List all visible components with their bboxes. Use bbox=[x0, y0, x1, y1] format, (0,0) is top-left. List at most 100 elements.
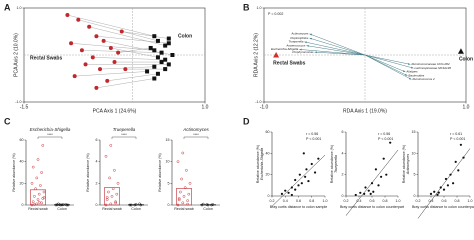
point bbox=[188, 182, 192, 185]
point bbox=[65, 13, 70, 18]
y-tick-label: 4 bbox=[96, 160, 98, 164]
annotation: Colon bbox=[178, 33, 192, 39]
y-tick-label: -1.0 bbox=[255, 100, 261, 104]
x-tick-label: 1.0 bbox=[202, 104, 209, 110]
point bbox=[354, 193, 357, 197]
x-tick-label: 1.0 bbox=[468, 199, 473, 203]
arrow-head bbox=[309, 33, 312, 36]
point bbox=[129, 203, 133, 207]
trend-line bbox=[417, 148, 471, 219]
loading-arrow bbox=[309, 33, 366, 56]
point bbox=[109, 202, 113, 206]
point bbox=[433, 190, 436, 193]
point bbox=[33, 203, 36, 206]
loading-label: Ruminococcaceae UCG-002 bbox=[411, 62, 450, 66]
point bbox=[134, 203, 138, 206]
point bbox=[114, 200, 117, 204]
loading-label: Peptoniphilus bbox=[290, 36, 309, 40]
point bbox=[442, 188, 446, 191]
y-tick-label: 40 bbox=[20, 160, 24, 164]
x-axis-label: RDA Axis 1 (19.0%) bbox=[343, 108, 387, 114]
point bbox=[363, 192, 366, 195]
group-label: Colon bbox=[459, 57, 473, 63]
point bbox=[112, 60, 117, 65]
x-tick-label: Colon bbox=[203, 207, 212, 211]
loading-label: Escherichia-Shigella bbox=[271, 47, 299, 51]
x-axis-label: Bray curtis distance to colon sample bbox=[270, 205, 328, 209]
pair-line bbox=[110, 47, 158, 58]
y-axis-label: RDA Axis 2 (12.2%) bbox=[253, 33, 259, 77]
annotation: r = 0.56 bbox=[306, 132, 318, 136]
loading-label: Lachnospiraceae NK4A136 bbox=[414, 66, 451, 70]
point bbox=[211, 203, 215, 206]
point bbox=[186, 202, 189, 206]
point bbox=[36, 198, 40, 201]
panel-label: B bbox=[243, 2, 250, 12]
loading-arrow bbox=[299, 49, 366, 56]
x-tick-label: 0.2 bbox=[344, 199, 349, 203]
point bbox=[104, 203, 108, 207]
point bbox=[170, 53, 175, 57]
y-axis-label: Relative abundance (%) bbox=[12, 153, 16, 191]
loading-arrow bbox=[364, 54, 414, 69]
point bbox=[300, 182, 303, 185]
annotation: P < 0.001 bbox=[306, 137, 321, 141]
point bbox=[444, 177, 448, 181]
y-tick-label: 10 bbox=[412, 151, 416, 155]
x-tick-label: Colon bbox=[131, 207, 140, 211]
point bbox=[385, 173, 388, 176]
point bbox=[94, 85, 99, 90]
point bbox=[128, 203, 132, 207]
y-axis-label: Relative abundance (%) bbox=[86, 153, 90, 191]
y-tick-label: 0 bbox=[342, 194, 344, 198]
loading-arrow bbox=[364, 54, 412, 80]
arrow-head bbox=[304, 41, 307, 44]
panel-label: D bbox=[243, 116, 250, 126]
point bbox=[163, 43, 168, 48]
y-tick-label: 5 bbox=[168, 181, 170, 185]
point bbox=[83, 62, 88, 67]
point bbox=[284, 189, 287, 192]
y-tick-label: -1.0 bbox=[15, 100, 21, 104]
loading-label: Trueperella bbox=[288, 40, 303, 44]
x-tick-label: 0.2 bbox=[270, 199, 275, 203]
point bbox=[429, 192, 433, 195]
point bbox=[105, 78, 110, 83]
x-tick-label: 1.0 bbox=[463, 104, 470, 110]
pair-line bbox=[78, 19, 158, 42]
point bbox=[304, 175, 307, 178]
x-tick-label: 0.6 bbox=[370, 199, 375, 203]
point bbox=[298, 173, 301, 176]
point bbox=[35, 176, 39, 180]
group-centroid bbox=[457, 48, 464, 54]
y-tick-label: 20 bbox=[266, 173, 270, 177]
significance-bracket bbox=[37, 136, 63, 139]
subplot-title: Escherichia-Shigella bbox=[30, 127, 71, 132]
point bbox=[90, 55, 95, 60]
point bbox=[54, 203, 58, 207]
y-tick-label: 0 bbox=[22, 203, 24, 207]
point bbox=[462, 156, 465, 159]
x-tick-label: 1.0 bbox=[323, 199, 328, 203]
point bbox=[148, 45, 153, 50]
y-tick-label: 20 bbox=[20, 181, 24, 185]
point bbox=[107, 190, 110, 194]
x-tick-label: 0.8 bbox=[383, 199, 388, 203]
point bbox=[297, 184, 300, 187]
point bbox=[139, 203, 143, 207]
x-tick-label: Rectal swab bbox=[174, 207, 194, 211]
point bbox=[41, 144, 45, 147]
loading-arrow bbox=[309, 37, 366, 56]
point bbox=[180, 177, 183, 181]
point bbox=[377, 184, 380, 187]
point bbox=[155, 55, 160, 60]
y-tick-label: 15 bbox=[166, 138, 170, 142]
y-tick-label: 6 bbox=[96, 138, 98, 142]
point bbox=[452, 182, 455, 185]
loading-arrow bbox=[314, 51, 366, 56]
y-tick-label: 0 bbox=[268, 194, 270, 198]
point bbox=[108, 45, 113, 50]
x-axis-label: Bray curtis distance to colon counterpar… bbox=[340, 205, 404, 209]
pair-line bbox=[100, 66, 155, 70]
point bbox=[179, 190, 182, 194]
